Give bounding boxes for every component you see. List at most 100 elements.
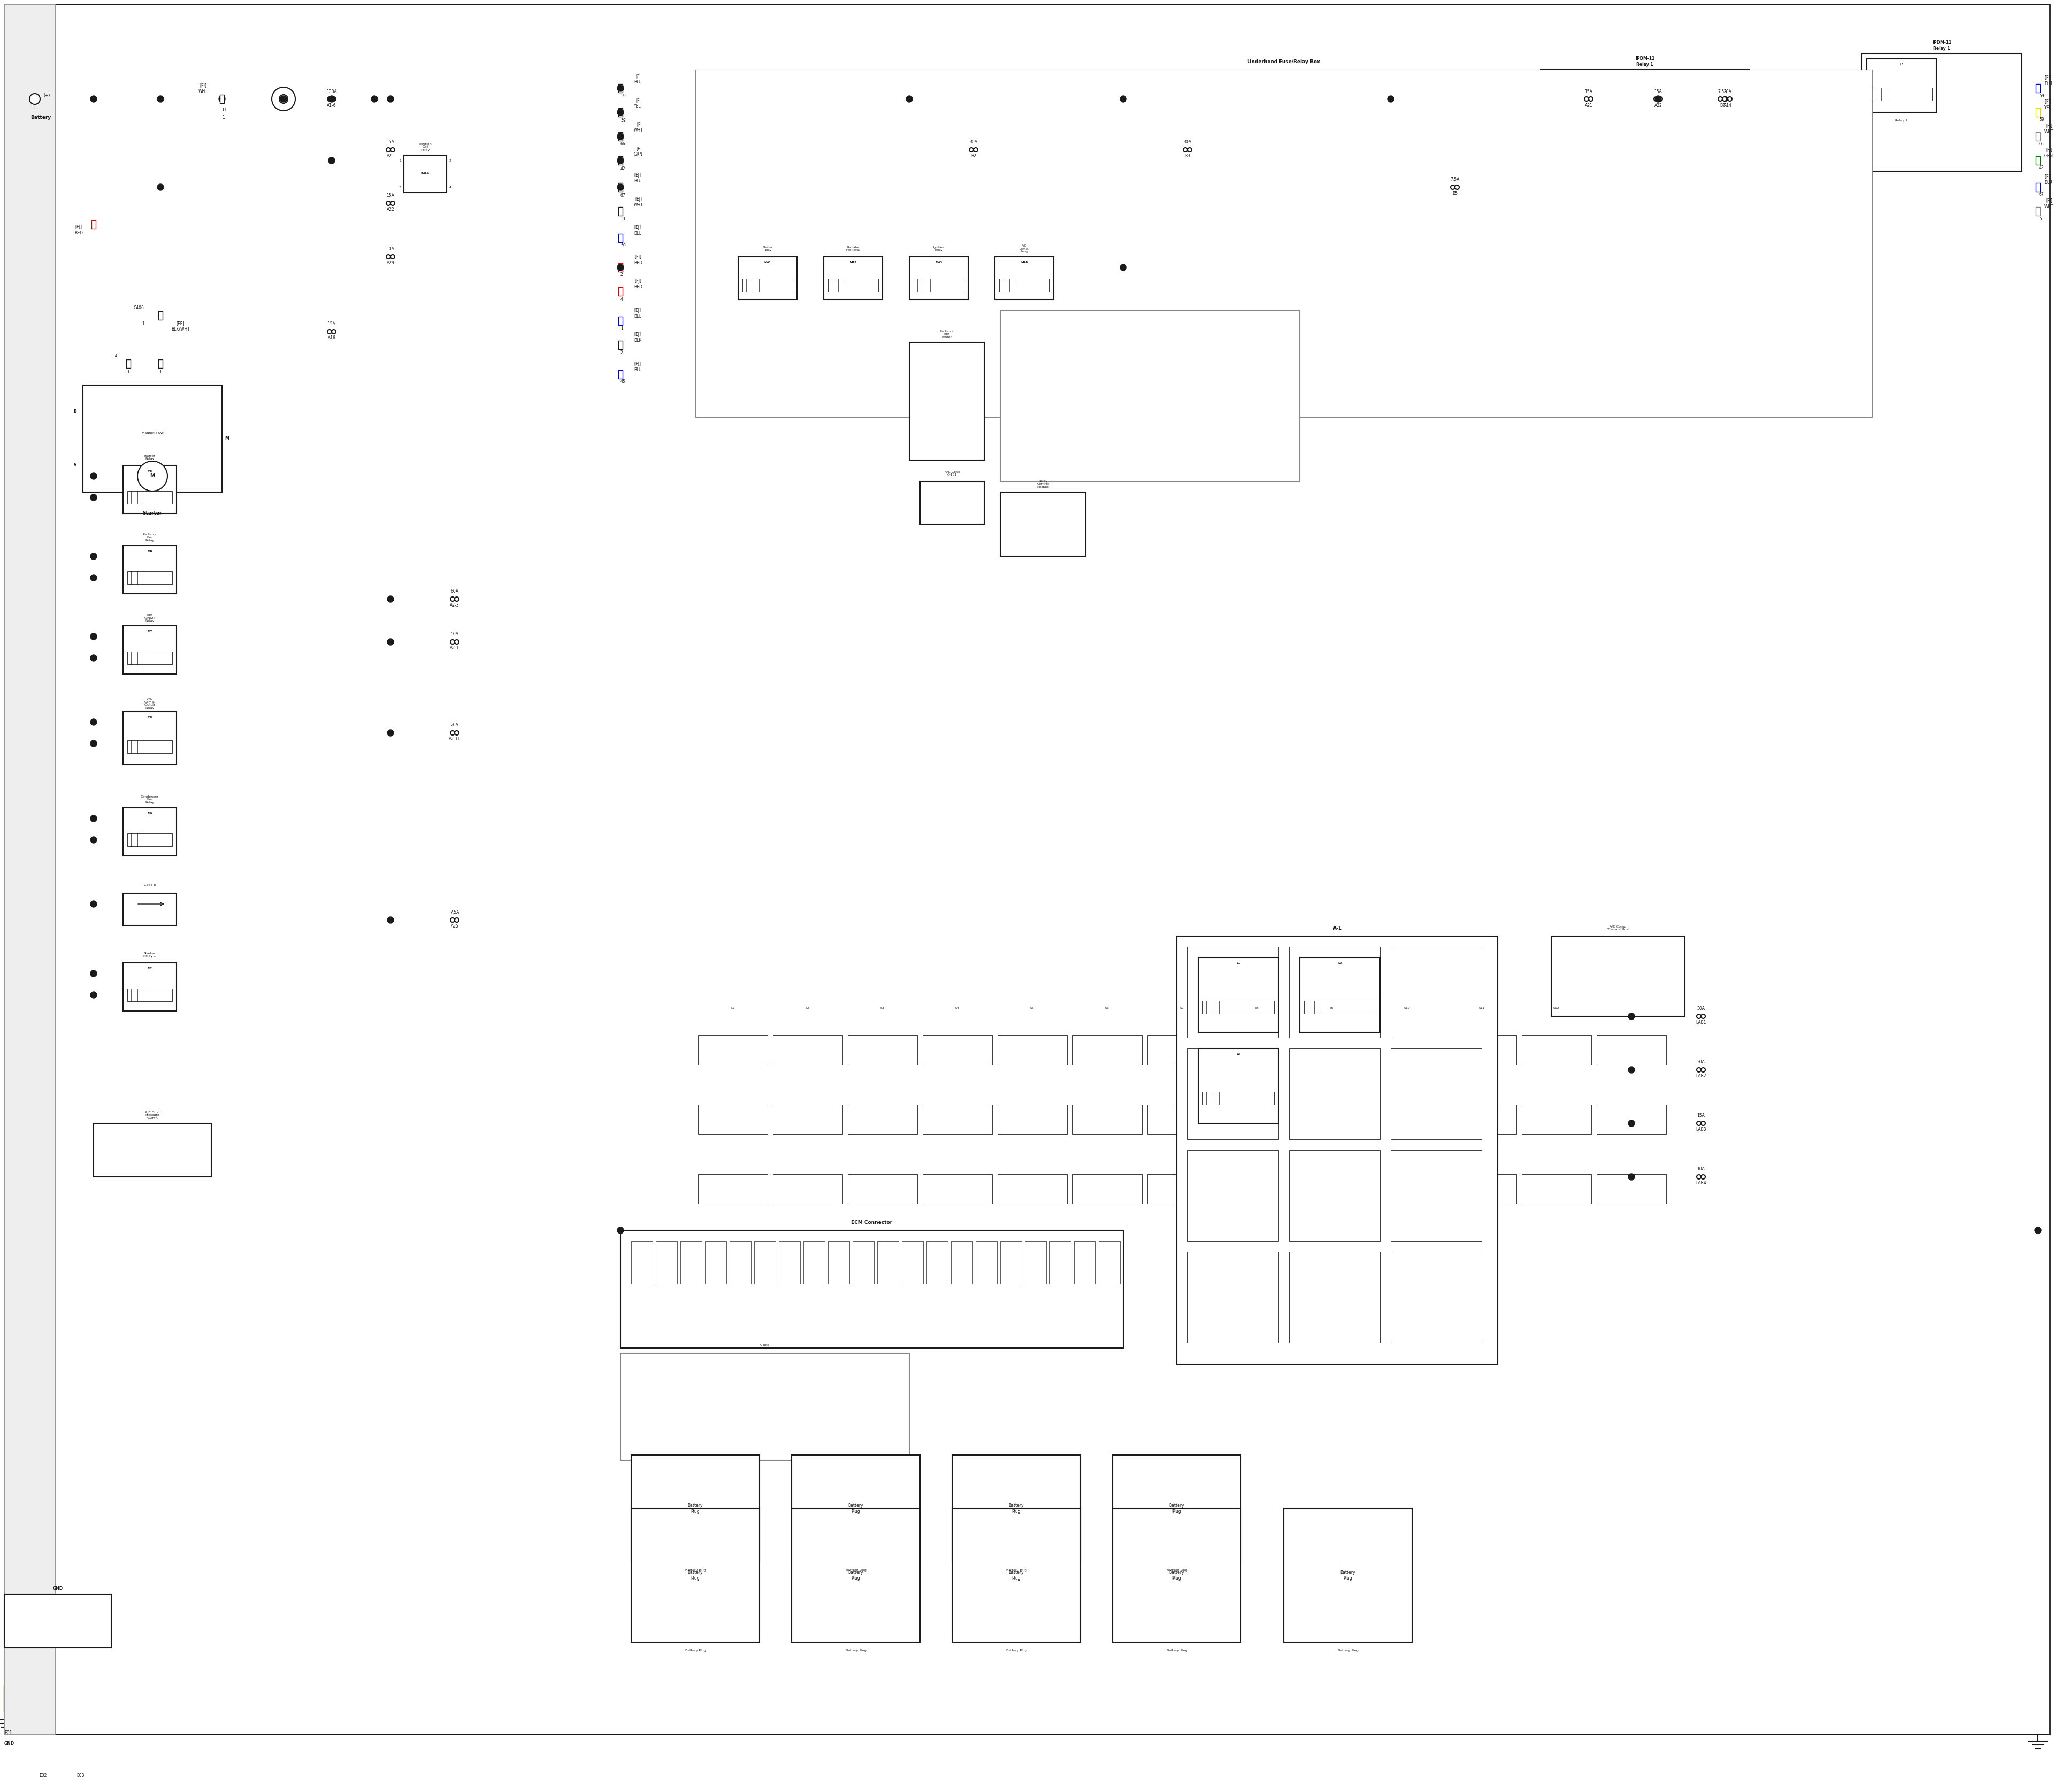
Bar — [922, 1104, 992, 1134]
Text: B7: B7 — [1719, 102, 1725, 108]
Circle shape — [1727, 97, 1732, 100]
Circle shape — [454, 731, 458, 735]
Text: 7.5A: 7.5A — [1450, 177, 1460, 183]
Bar — [848, 1104, 918, 1134]
Circle shape — [90, 837, 97, 842]
Text: A2-1: A2-1 — [450, 645, 460, 650]
Text: Battery
Plug: Battery Plug — [1169, 1570, 1185, 1581]
Bar — [123, 808, 177, 857]
Circle shape — [331, 330, 337, 333]
Text: Ignition
Relay: Ignition Relay — [933, 246, 945, 251]
Text: 30A: 30A — [1697, 1007, 1705, 1011]
Bar — [655, 1242, 678, 1283]
Circle shape — [1584, 97, 1588, 100]
Bar — [2036, 183, 2040, 192]
Text: [EJ]
WHT: [EJ] WHT — [2044, 199, 2054, 210]
Text: IPDM-11
Relay 1: IPDM-11 Relay 1 — [1933, 39, 1951, 50]
Text: L1: L1 — [1237, 962, 1241, 964]
Text: [EJ]
BLU: [EJ] BLU — [635, 226, 641, 237]
Text: Battery Plug: Battery Plug — [1337, 1649, 1358, 1652]
Bar — [772, 1104, 842, 1134]
Text: Starter
Relay: Starter Relay — [762, 246, 772, 251]
Bar — [618, 233, 622, 242]
Bar — [741, 280, 793, 292]
Bar — [698, 1104, 768, 1134]
Text: 66: 66 — [2040, 142, 2044, 147]
Text: A-1: A-1 — [1333, 926, 1341, 930]
Text: B2: B2 — [972, 154, 976, 159]
Text: S2: S2 — [805, 1007, 809, 1009]
Text: Battery Plug: Battery Plug — [684, 1568, 707, 1572]
Circle shape — [90, 473, 97, 478]
Text: LAB1: LAB1 — [1697, 1020, 1707, 1025]
Circle shape — [1629, 1174, 1635, 1181]
Text: Code B: Code B — [144, 883, 156, 887]
Bar — [127, 491, 173, 504]
Circle shape — [90, 95, 97, 102]
Bar — [729, 1242, 752, 1283]
Circle shape — [450, 597, 454, 602]
Bar — [680, 1242, 702, 1283]
Bar — [123, 962, 177, 1011]
Bar — [976, 1242, 996, 1283]
Text: GND: GND — [53, 1586, 64, 1591]
Bar — [92, 220, 97, 229]
Circle shape — [90, 815, 97, 823]
Circle shape — [158, 95, 164, 102]
Bar — [1025, 1242, 1045, 1283]
Text: B: B — [74, 410, 76, 414]
Bar — [1867, 59, 1937, 113]
Circle shape — [90, 495, 97, 500]
Text: 59: 59 — [620, 118, 626, 124]
Text: Starter
Relay: Starter Relay — [144, 455, 156, 461]
Bar — [631, 1242, 653, 1283]
Circle shape — [454, 597, 458, 602]
Text: A/C Dual
Pressure
Switch: A/C Dual Pressure Switch — [146, 1111, 160, 1120]
Circle shape — [388, 729, 394, 737]
Bar — [910, 342, 984, 461]
Circle shape — [390, 147, 394, 152]
Bar — [772, 1036, 842, 1064]
Text: 15A: 15A — [1697, 1113, 1705, 1118]
Bar — [1290, 1150, 1380, 1242]
Text: L3: L3 — [1237, 1052, 1241, 1055]
Text: 20A: 20A — [1697, 1059, 1705, 1064]
Bar — [618, 156, 622, 165]
Text: S12: S12 — [1553, 1007, 1559, 1009]
Circle shape — [327, 97, 331, 100]
Bar — [1000, 493, 1087, 556]
Bar — [1304, 1002, 1376, 1014]
Bar — [1074, 1242, 1095, 1283]
Text: Battery
Plug: Battery Plug — [1009, 1570, 1025, 1581]
Bar — [698, 1174, 768, 1204]
Text: C406: C406 — [134, 305, 144, 310]
Bar — [123, 625, 177, 674]
Bar — [705, 1242, 727, 1283]
Bar — [123, 711, 177, 765]
Bar — [852, 1242, 875, 1283]
Bar — [824, 256, 883, 299]
Text: Battery Plug: Battery Plug — [1006, 1568, 1027, 1572]
Circle shape — [618, 263, 624, 271]
Circle shape — [618, 185, 624, 190]
Circle shape — [1723, 97, 1727, 100]
Circle shape — [331, 97, 337, 100]
Bar — [1298, 1174, 1366, 1204]
Text: 67: 67 — [620, 194, 626, 197]
Bar — [926, 1242, 947, 1283]
Text: [EJ]
BLU: [EJ] BLU — [635, 308, 641, 319]
Bar — [1222, 1036, 1292, 1064]
Circle shape — [390, 254, 394, 258]
Bar — [998, 1174, 1068, 1204]
Text: [EJ]
BLU: [EJ] BLU — [2044, 75, 2052, 86]
Circle shape — [1653, 97, 1658, 100]
Text: M: M — [150, 473, 154, 478]
Text: Battery
Plug: Battery Plug — [1009, 1503, 1025, 1514]
Bar — [1290, 1048, 1380, 1140]
Text: T4: T4 — [113, 353, 117, 358]
Circle shape — [1697, 1122, 1701, 1125]
Bar — [1202, 1002, 1273, 1014]
Text: 15A: 15A — [1586, 90, 1592, 93]
Bar — [1522, 1104, 1592, 1134]
Bar — [1596, 1036, 1666, 1064]
